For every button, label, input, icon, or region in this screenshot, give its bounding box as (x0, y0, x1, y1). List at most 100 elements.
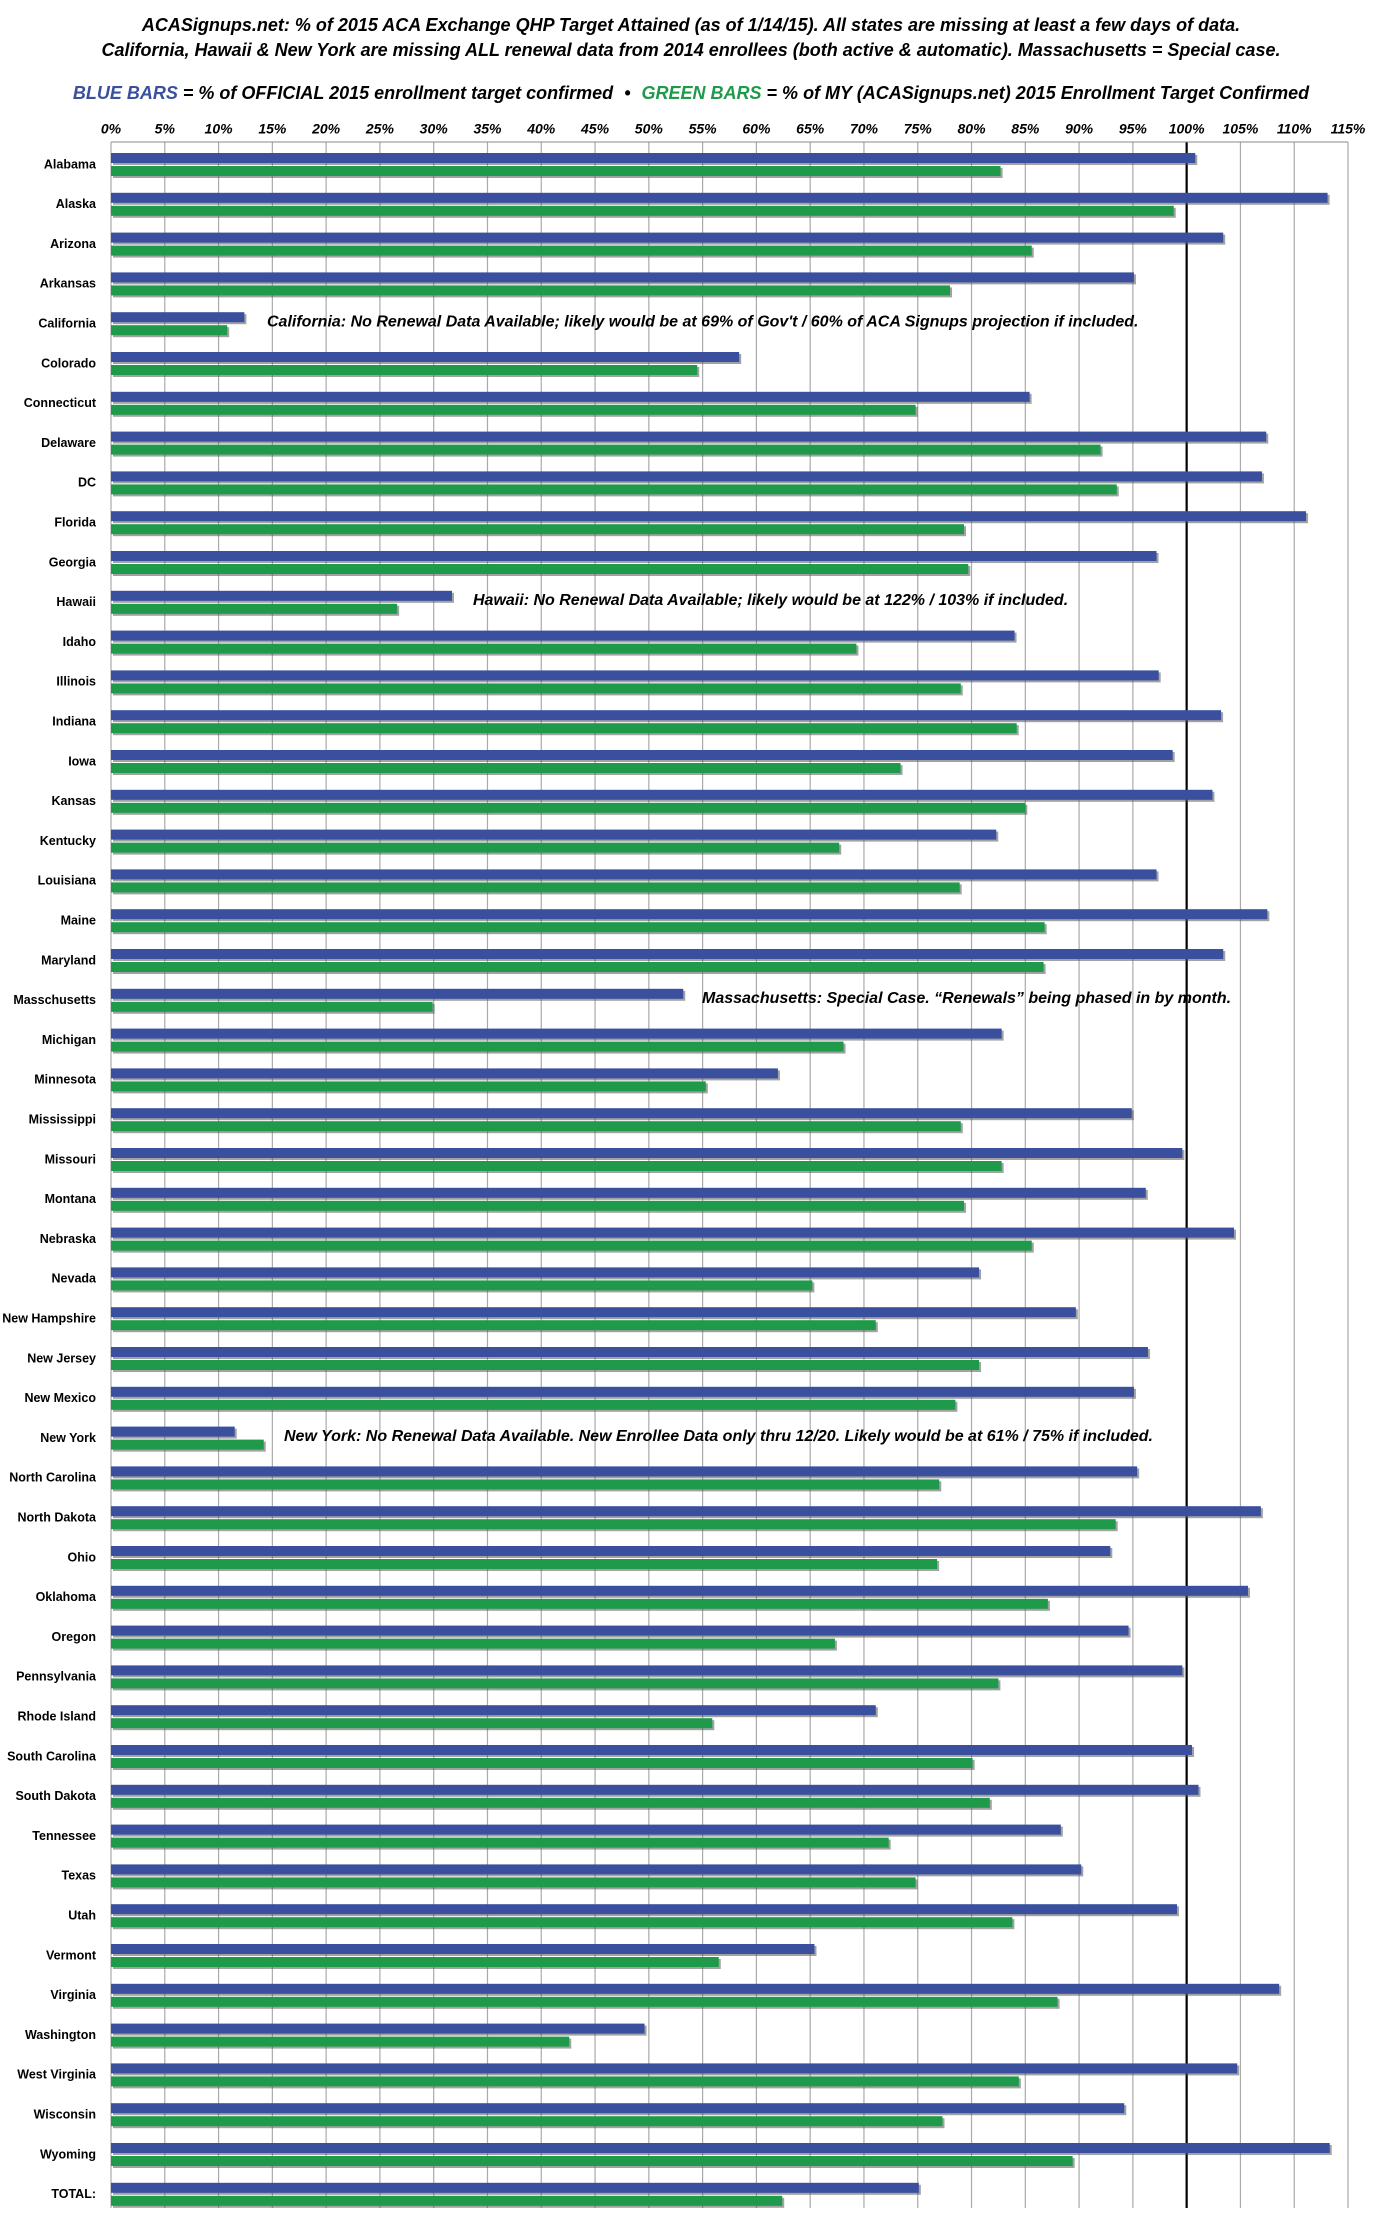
bar (111, 2143, 1330, 2153)
chart-title: ACASignups.net: % of 2015 ACA Exchange Q… (141, 15, 1240, 35)
bar (111, 352, 740, 362)
bar (111, 2036, 570, 2047)
bar (111, 1625, 1129, 1636)
y-tick-label: DC (78, 476, 96, 490)
y-tick-label: Montana (45, 1192, 97, 1206)
y-tick-label: Connecticut (24, 396, 97, 410)
bar (111, 1665, 1183, 1676)
bar (111, 2063, 1238, 2074)
bar (111, 1386, 1134, 1397)
x-tick-label: 100% (1169, 121, 1205, 137)
bar (111, 551, 1157, 561)
x-tick-label: 45% (580, 121, 610, 137)
bar (111, 1519, 1116, 1530)
bar (111, 802, 1026, 813)
y-tick-label: Delaware (41, 436, 96, 450)
x-tick-label: 0% (101, 121, 122, 137)
y-tick-label: Alaska (56, 197, 97, 211)
bar (111, 404, 916, 415)
x-tick-label: 85% (1011, 121, 1040, 137)
y-tick-label: Alabama (44, 157, 97, 171)
bar (111, 1718, 713, 1729)
y-tick-label: South Dakota (15, 1789, 97, 1803)
y-tick-label: Georgia (49, 555, 97, 569)
bar (111, 1864, 1082, 1875)
bar (111, 1041, 844, 1052)
y-tick-label: Arkansas (40, 277, 96, 291)
bar (111, 391, 1030, 402)
y-tick-label: California (38, 316, 97, 330)
y-tick-label: Oregon (52, 1630, 96, 1644)
y-tick-label: Nevada (52, 1272, 98, 1286)
y-tick-label: Nebraska (40, 1232, 97, 1246)
x-tick-label: 95% (1119, 121, 1148, 137)
y-tick-label: Virginia (50, 1988, 97, 2002)
bar (111, 2116, 943, 2127)
y-tick-label: North Carolina (9, 1471, 97, 1485)
y-tick-label: Missouri (45, 1152, 96, 1166)
bar (111, 205, 1174, 216)
annotation: Massachusetts: Special Case. “Renewals” … (702, 990, 1231, 1007)
bar (111, 1678, 999, 1689)
y-tick-label: Maryland (41, 953, 96, 967)
bar (111, 1001, 433, 1012)
bar (111, 1837, 889, 1848)
bar (111, 1996, 1058, 2007)
y-tick-label: Maine (61, 913, 96, 927)
y-tick-label: South Carolina (7, 1749, 97, 1763)
bar (111, 1877, 916, 1888)
bar (111, 1068, 778, 1079)
x-tick-label: 110% (1277, 121, 1312, 137)
y-tick-label: Illinois (56, 675, 96, 689)
bar (111, 1745, 1193, 1755)
bar (111, 1267, 980, 1278)
bar (111, 1161, 1002, 1171)
y-tick-label: Texas (61, 1869, 96, 1883)
y-tick-label: Arizona (50, 237, 97, 251)
bar (111, 2023, 645, 2034)
legend-label: GREEN BARS (642, 83, 762, 103)
bar (111, 1559, 938, 1569)
bar (111, 710, 1222, 721)
y-tick-label: Idaho (63, 635, 97, 649)
bar (111, 1121, 961, 1132)
bar (111, 245, 1032, 256)
bar (111, 1426, 235, 1437)
annotation: Hawaii: No Renewal Data Available; likel… (473, 592, 1068, 609)
bar (111, 1466, 1138, 1477)
bar (111, 670, 1159, 681)
y-tick-label: Utah (68, 1908, 96, 1922)
x-tick-label: 65% (796, 121, 825, 137)
bar (111, 882, 960, 893)
y-tick-label: Minnesota (34, 1073, 97, 1087)
bar (111, 590, 452, 601)
bar (111, 750, 1173, 760)
y-tick-label: North Dakota (18, 1510, 98, 1524)
bar (111, 192, 1328, 203)
x-tick-label: 10% (205, 121, 234, 137)
bar (111, 1028, 1002, 1039)
bar (111, 2156, 1073, 2166)
bar (111, 603, 398, 614)
y-tick-label: Michigan (42, 1033, 96, 1047)
bar (111, 643, 857, 654)
x-tick-label: 20% (311, 121, 341, 137)
y-tick-label: Hawaii (56, 595, 96, 609)
bar (111, 325, 228, 336)
legend-text: = % of OFFICIAL 2015 enrollment target c… (183, 83, 614, 103)
bar (111, 1904, 1177, 1915)
legend-text: = % of MY (ACASignups.net) 2015 Enrollme… (767, 83, 1311, 103)
x-tick-label: 50% (635, 121, 664, 137)
y-tick-label: Mississippi (29, 1112, 96, 1126)
bar (111, 988, 684, 999)
y-tick-label: Vermont (46, 1948, 97, 1962)
bar (111, 949, 1224, 959)
bar (111, 909, 1268, 920)
y-tick-label: Ohio (68, 1550, 97, 1564)
bar (111, 1944, 815, 1954)
bar (111, 431, 1267, 442)
bar (111, 789, 1213, 800)
bar (111, 922, 1045, 933)
legend-separator: • (624, 83, 630, 103)
bar (111, 444, 1101, 455)
